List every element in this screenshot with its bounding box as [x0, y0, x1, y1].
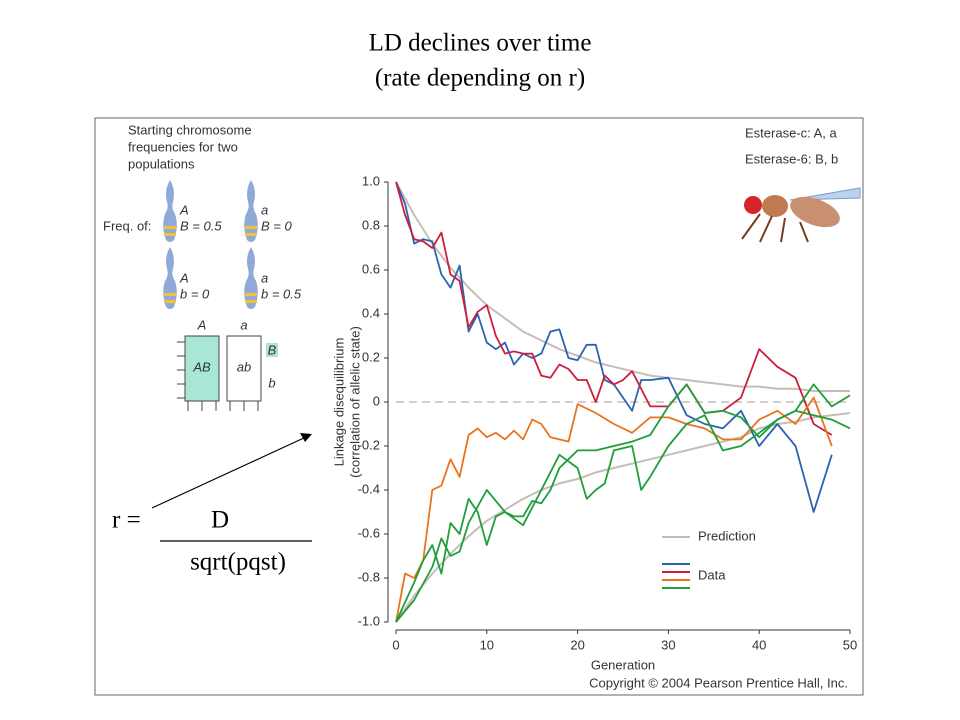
y-tick-label: 1.0 — [362, 173, 380, 188]
chromosome — [163, 180, 177, 242]
series-line — [395, 383, 851, 623]
arrow — [151, 436, 307, 509]
inset-title: Starting chromosome — [128, 122, 252, 137]
subtitle: (rate depending on r) — [375, 65, 585, 92]
grid-label: AB — [192, 359, 211, 374]
inset-title: frequencies for two — [128, 139, 238, 154]
y-tick-label: -0.8 — [358, 569, 380, 584]
legend-label: Data — [698, 567, 726, 582]
allele: b = 0.5 — [261, 286, 302, 301]
allele: b = 0 — [180, 286, 210, 301]
x-axis-label: Generation — [591, 657, 655, 672]
series-line — [395, 181, 833, 436]
y-tick-label: -0.6 — [358, 525, 380, 540]
arrowhead — [300, 433, 312, 442]
grid-label: ab — [237, 359, 251, 374]
x-tick-label: 0 — [392, 637, 399, 652]
allele: B = 0.5 — [180, 218, 222, 233]
locus-label: Esterase-6: B, b — [745, 151, 838, 166]
grid-ticks — [177, 341, 259, 411]
y-tick-label: 0.6 — [362, 261, 380, 276]
y-tick-label: -0.2 — [358, 437, 380, 452]
chromosome — [163, 247, 177, 309]
formula-left: r = — [112, 507, 141, 534]
y-tick-label: 0.2 — [362, 349, 380, 364]
legend-label: Prediction — [698, 528, 756, 543]
copyright: Copyright © 2004 Pearson Prentice Hall, … — [589, 675, 848, 690]
x-tick-label: 10 — [480, 637, 494, 652]
y-tick-label: -1.0 — [358, 613, 380, 628]
x-tick-label: 50 — [843, 637, 857, 652]
highlight — [266, 343, 278, 357]
figure-frame — [94, 117, 864, 696]
allele: a — [261, 270, 268, 285]
allele: a — [261, 202, 268, 217]
y-tick-label: 0 — [373, 393, 380, 408]
chromosomes — [163, 180, 258, 309]
y-axis-label: (correlation of allelic state) — [347, 326, 362, 478]
series-line — [395, 181, 850, 392]
grid-label: a — [240, 317, 247, 332]
grid-label: B — [268, 342, 277, 357]
y-tick-label: 0.8 — [362, 217, 380, 232]
allele: B = 0 — [261, 218, 292, 233]
allele: A — [179, 202, 189, 217]
allele: A — [179, 270, 189, 285]
y-tick-label: -0.4 — [358, 481, 380, 496]
formula-numerator: D — [211, 507, 229, 534]
freq-label: Freq. of: — [103, 218, 151, 233]
x-tick-label: 30 — [661, 637, 675, 652]
grid-label: A — [197, 317, 207, 332]
chromosome — [244, 247, 258, 309]
chromosome — [244, 180, 258, 242]
grid-label: b — [268, 375, 275, 390]
series-line — [395, 396, 833, 623]
y-tick-label: 0.4 — [362, 305, 380, 320]
fly — [741, 187, 861, 243]
series-line — [395, 383, 851, 623]
title: LD declines over time — [369, 30, 592, 57]
grid-cell — [226, 335, 262, 402]
formula-denominator: sqrt(pqst) — [190, 549, 286, 576]
series-line — [395, 412, 851, 623]
x-tick-label: 40 — [752, 637, 766, 652]
x-tick-label: 20 — [570, 637, 584, 652]
y-axis-label: Linkage disequilibrium — [331, 338, 346, 467]
locus-label: Esterase-c: A, a — [745, 125, 838, 140]
inset-title: populations — [128, 156, 195, 171]
series-line — [395, 181, 833, 513]
